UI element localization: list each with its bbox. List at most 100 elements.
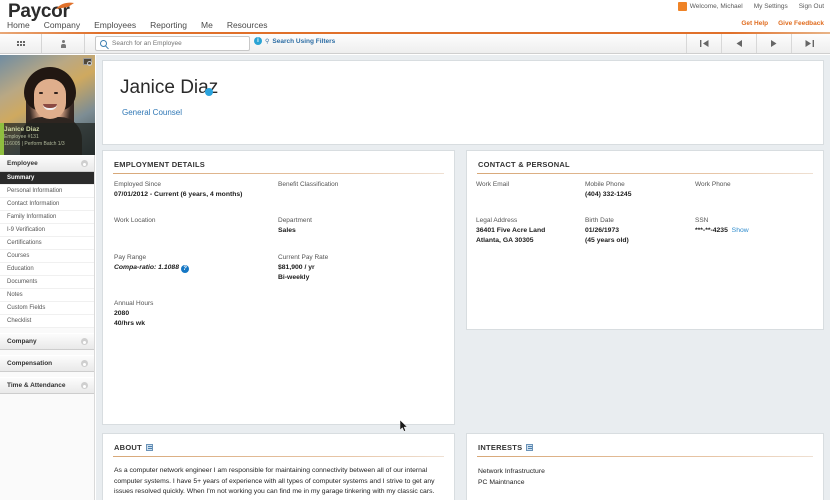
sidebar-item-i9-verification[interactable]: I-9 Verification [0,224,94,237]
sidebar-item-contact-information[interactable]: Contact Information [0,198,94,211]
sidebar-item-family-information[interactable]: Family Information [0,211,94,224]
employed-since-value: 07/01/2012 - Current (6 years, 4 months) [114,191,243,198]
welcome-user[interactable]: Welcome, Michael [677,2,743,11]
give-feedback-link[interactable]: Give Feedback [778,20,824,27]
photo-caption-employee-id: Employee #131 [4,134,39,140]
card-divider [477,456,813,457]
photo-caption-overlay: Janice Diaz Employee #131 116005 | Perfo… [0,123,95,155]
department-field: Department Sales [278,215,312,236]
about-text: As a computer network engineer I am resp… [114,467,435,495]
mobile-phone-label: Mobile Phone [585,181,625,188]
photo-eye-left [39,92,43,94]
grid-view-button[interactable] [0,34,42,53]
employee-photo[interactable]: Janice Diaz Employee #131 116005 | Perfo… [0,55,95,155]
legal-address-field: Legal Address 36401 Five Acre Land Atlan… [476,215,545,246]
sidebar-item-personal-information[interactable]: Personal Information [0,185,94,198]
interests-header: INTERESTS [478,443,534,452]
pay-range-label: Pay Range [114,254,147,261]
sidebar-item-certifications[interactable]: Certifications [0,237,94,250]
ssn-masked-value: ***-**-4235 [695,227,728,234]
sidebar-group-company[interactable]: Company [0,333,94,350]
main-navigation: Home Company Employees Reporting Me Reso… [7,20,267,30]
edit-icon[interactable] [526,444,534,451]
nav-item-me[interactable]: Me [201,20,213,30]
work-phone-label: Work Phone [695,181,731,188]
employment-details-card: EMPLOYMENT DETAILS Employed Since 07/01/… [102,150,455,425]
chevron-toggle-icon [81,382,88,389]
search-icon [100,40,107,47]
employee-card-button[interactable] [43,34,85,53]
list-item: PC Maintnance [478,479,525,486]
legal-address-label: Legal Address [476,217,518,224]
sidebar-item-label: I-9 Verification [7,227,46,233]
birth-age-value: (45 years old) [585,237,629,244]
chevron-toggle-icon [81,160,88,167]
sidebar-group-employee[interactable]: Employee [0,155,94,172]
sidebar-item-label: Courses [7,253,30,259]
about-card: ABOUT As a computer network engineer I a… [102,433,455,500]
current-pay-rate-value: $81,900 / yr [278,264,315,271]
interests-list: Network Infrastructure PC Maintnance [478,466,545,488]
work-email-label: Work Email [476,181,510,188]
grid-icon [16,41,25,46]
first-record-button[interactable] [686,34,721,53]
edit-icon[interactable] [145,444,153,451]
photo-face [34,79,66,119]
sidebar-item-label: Certifications [7,240,42,246]
search-employee-box[interactable] [95,36,250,51]
last-record-icon [805,40,814,47]
search-toolbar: i ⚲ Search Using Filters [0,34,830,54]
nav-item-resources[interactable]: Resources [226,20,268,30]
work-phone-field: Work Phone [695,179,731,190]
paycor-logo[interactable]: Paycor [8,1,70,22]
current-pay-rate-field: Current Pay Rate $81,900 / yr Bi-weekly [278,252,328,283]
sidebar-item-summary[interactable]: Summary [0,172,94,185]
nav-item-employees[interactable]: Employees [94,20,137,30]
work-location-label: Work Location [114,217,156,224]
previous-record-icon [736,40,742,47]
about-header-label: ABOUT [114,443,142,452]
sidebar-item-custom-fields[interactable]: Custom Fields [0,302,94,315]
current-pay-rate-label: Current Pay Rate [278,254,329,261]
next-record-button[interactable] [756,34,791,53]
sidebar-group-compensation[interactable]: Compensation [0,355,94,372]
nav-item-reporting[interactable]: Reporting [150,20,187,30]
card-divider [113,173,444,174]
search-using-filters-label: Search Using Filters [272,37,336,45]
ssn-show-link[interactable]: Show [731,227,749,234]
search-using-filters-button[interactable]: i ⚲ Search Using Filters [254,37,335,45]
previous-record-button[interactable] [721,34,756,53]
sidebar-item-notes[interactable]: Notes [0,289,94,302]
annual-hours-label: Annual Hours [114,300,154,307]
photo-caption-batch: 116005 | Perform Batch 1/3 [4,141,65,147]
legal-address-line2: Atlanta, GA 30305 [476,237,534,244]
sidebar-group-time-attendance-label: Time & Attendance [7,382,66,389]
sidebar-item-documents[interactable]: Documents [0,276,94,289]
annual-hours-value: 2080 [114,310,130,317]
sidebar-item-label: Summary [7,175,35,181]
camera-icon[interactable] [83,58,92,66]
benefit-classification-label: Benefit Classification [278,181,339,188]
sidebar-item-courses[interactable]: Courses [0,250,94,263]
get-help-link[interactable]: Get Help [741,20,769,27]
my-settings-link[interactable]: My Settings [753,3,788,10]
ssn-value-row: ***-**-4235 Show [695,226,749,236]
employed-since-label: Employed Since [114,181,161,188]
card-divider [477,173,813,174]
sidebar-group-time-attendance[interactable]: Time & Attendance [0,377,94,394]
last-record-button[interactable] [791,34,826,53]
search-input[interactable] [112,40,242,47]
nav-item-company[interactable]: Company [43,20,81,30]
annual-hours-field: Annual Hours 2080 40/hrs wk [114,298,153,329]
department-value: Sales [278,227,296,234]
nav-item-home[interactable]: Home [7,20,30,30]
birth-date-label: Birth Date [585,217,614,224]
sign-out-link[interactable]: Sign Out [798,3,824,10]
sidebar-item-label: Documents [7,279,38,285]
sidebar-item-education[interactable]: Education [0,263,94,276]
employee-job-title[interactable]: General Counsel [122,108,183,117]
sidebar-item-checklist[interactable]: Checklist [0,315,94,328]
employee-header-card: Janice Diaz General Counsel [102,60,824,145]
info-help-icon[interactable]: ? [180,265,189,273]
